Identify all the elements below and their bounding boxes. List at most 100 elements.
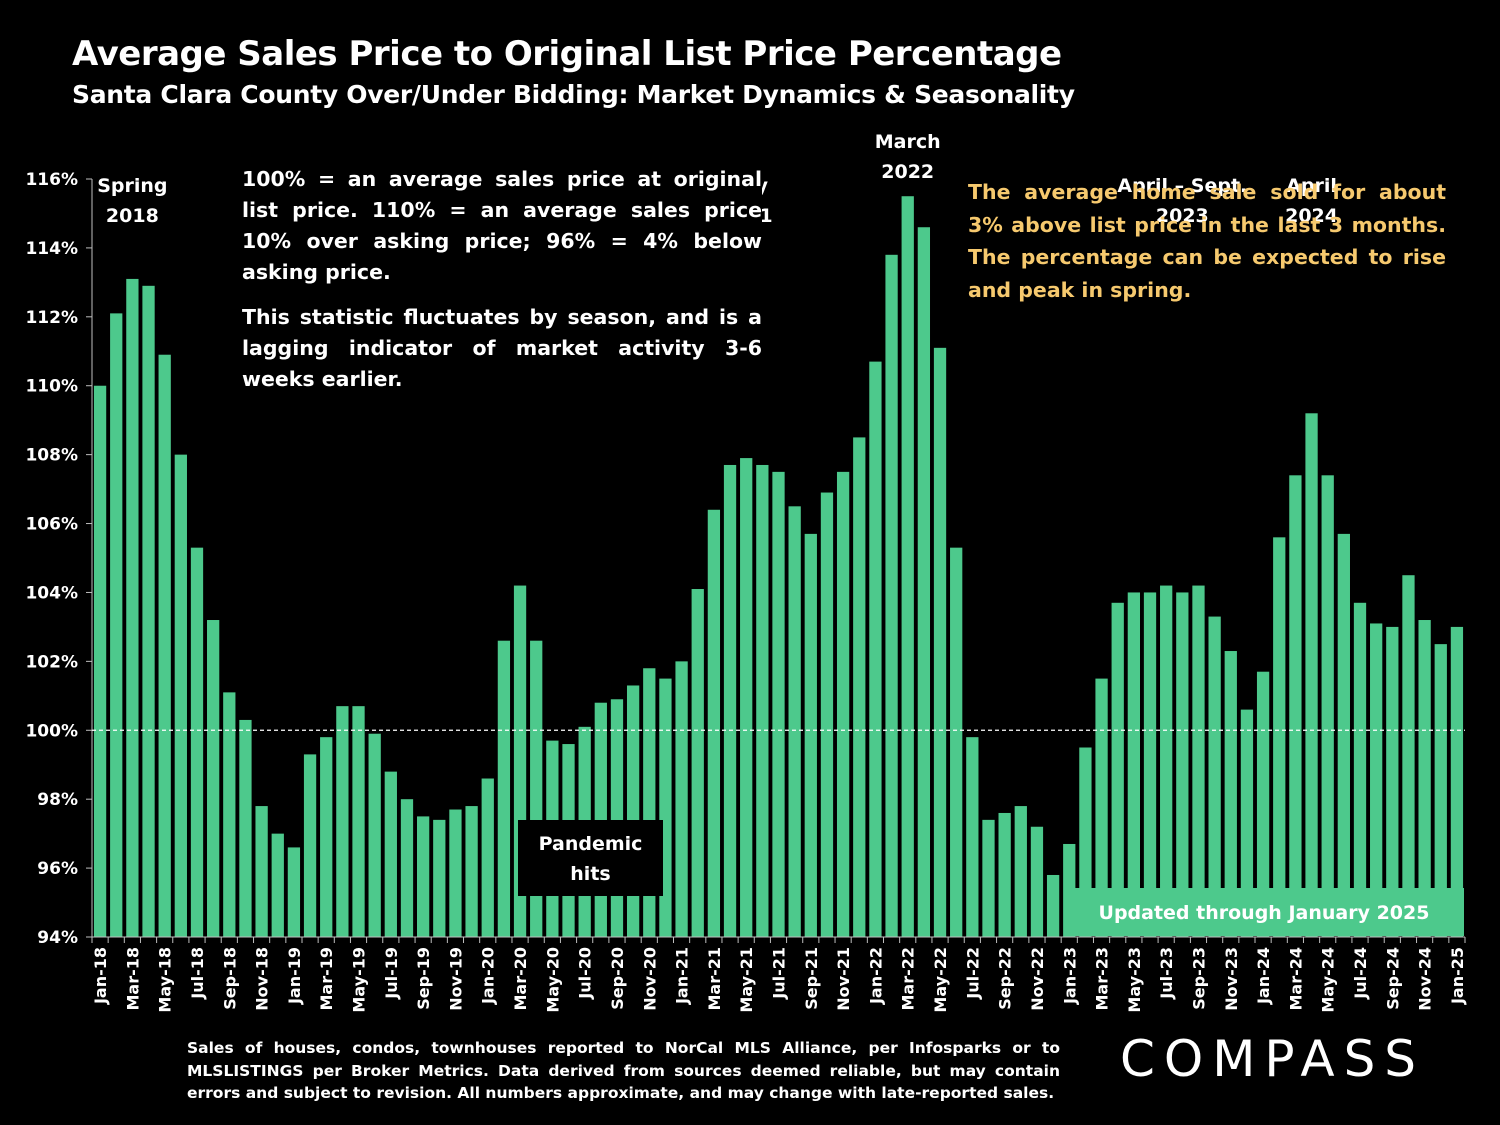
bar bbox=[239, 719, 252, 937]
x-tick-label: Nov-18 bbox=[253, 947, 272, 1011]
bar bbox=[1046, 874, 1060, 937]
bar bbox=[174, 454, 187, 937]
bar bbox=[1014, 806, 1027, 937]
x-tick-label: May-18 bbox=[156, 947, 175, 1013]
bar bbox=[1030, 826, 1044, 937]
peak-annotation: 2024 bbox=[1285, 205, 1338, 227]
bar bbox=[303, 754, 317, 937]
y-tick-label: 104% bbox=[25, 583, 78, 603]
x-tick-label: Jul-23 bbox=[1157, 947, 1176, 1000]
peak-annotation: 2018 bbox=[106, 205, 159, 227]
x-tick-label: Sep-23 bbox=[1189, 947, 1208, 1010]
bar bbox=[1240, 709, 1254, 937]
x-tick-label: Sep-19 bbox=[414, 947, 433, 1010]
x-tick-label: Sep-18 bbox=[220, 947, 239, 1010]
x-tick-label: May-24 bbox=[1319, 947, 1338, 1013]
x-tick-label: Jan-23 bbox=[1060, 947, 1079, 1005]
bar bbox=[998, 812, 1011, 937]
x-tick-label: Jan-20 bbox=[479, 947, 498, 1005]
bar bbox=[901, 196, 914, 937]
bar bbox=[384, 771, 397, 937]
bar bbox=[1111, 602, 1124, 937]
y-tick-label: 114% bbox=[25, 239, 78, 259]
bar bbox=[320, 737, 333, 937]
bar bbox=[1273, 537, 1286, 937]
bar bbox=[287, 847, 301, 937]
bar bbox=[869, 361, 882, 937]
x-tick-label: Sep-24 bbox=[1383, 947, 1402, 1010]
bar bbox=[740, 458, 753, 937]
highlight-note: The average home sale sold for about 3% … bbox=[968, 180, 1446, 302]
peak-annotation: April bbox=[1286, 175, 1337, 197]
pandemic-box bbox=[518, 820, 663, 896]
y-tick-label: 98% bbox=[37, 790, 78, 810]
x-tick-label: Nov-19 bbox=[446, 947, 465, 1011]
source-footnote: Sales of houses, condos, townhouses repo… bbox=[187, 1039, 1060, 1102]
bar bbox=[1450, 626, 1464, 937]
bar bbox=[1289, 475, 1302, 937]
x-tick-label: Jul-20 bbox=[576, 947, 595, 1000]
x-tick-label: Nov-22 bbox=[1028, 947, 1047, 1011]
bar bbox=[1176, 592, 1189, 937]
x-tick-label: Jan-24 bbox=[1254, 947, 1273, 1005]
pandemic-label: hits bbox=[570, 863, 610, 885]
x-tick-label: Jul-22 bbox=[963, 947, 982, 1000]
x-tick-label: May-23 bbox=[1125, 947, 1144, 1013]
bar bbox=[933, 347, 947, 937]
bar bbox=[643, 668, 656, 937]
lagging-indicator-text: This statistic fluctuates by season, and… bbox=[242, 305, 762, 391]
bar bbox=[788, 506, 801, 937]
bar bbox=[126, 278, 139, 937]
peak-annotation: April – Sept. bbox=[1117, 175, 1247, 197]
definition-note: 100% = an average sales price at origina… bbox=[240, 164, 762, 415]
bar bbox=[1224, 651, 1237, 937]
bar bbox=[1337, 533, 1350, 937]
bar bbox=[707, 509, 721, 937]
y-tick-label: 106% bbox=[25, 515, 78, 535]
bar bbox=[723, 464, 737, 937]
y-tick-label: 96% bbox=[37, 859, 78, 879]
bar bbox=[1418, 620, 1431, 937]
compass-logo: COMPASS bbox=[1120, 1030, 1426, 1088]
y-tick-label: 100% bbox=[25, 721, 78, 741]
x-tick-label: Mar-22 bbox=[899, 947, 918, 1011]
bar bbox=[465, 806, 478, 937]
peak-annotation: 2022 bbox=[881, 161, 934, 183]
updated-label: Updated through January 2025 bbox=[1099, 902, 1430, 924]
x-tick-label: Mar-18 bbox=[123, 947, 142, 1011]
bar bbox=[950, 547, 963, 937]
bar bbox=[1353, 602, 1367, 937]
bar bbox=[675, 661, 688, 937]
bar bbox=[1127, 592, 1141, 937]
bar bbox=[190, 547, 204, 937]
x-tick-label: Mar-19 bbox=[317, 947, 336, 1011]
x-tick-label: Jul-19 bbox=[382, 947, 401, 1000]
bar bbox=[966, 737, 979, 937]
bar bbox=[207, 620, 220, 937]
bar bbox=[836, 471, 850, 937]
x-tick-label: Mar-20 bbox=[511, 947, 530, 1011]
x-tick-label: Sep-22 bbox=[996, 947, 1015, 1010]
bar bbox=[1386, 626, 1399, 937]
bar bbox=[1321, 475, 1334, 937]
bar bbox=[142, 285, 155, 937]
bar bbox=[820, 492, 834, 937]
x-tick-label: Mar-21 bbox=[705, 947, 724, 1011]
bar bbox=[804, 533, 817, 937]
bar bbox=[917, 227, 931, 938]
bar bbox=[1160, 585, 1173, 937]
bar bbox=[433, 819, 446, 937]
bar bbox=[1208, 616, 1221, 937]
x-tick-label: Sep-20 bbox=[608, 947, 627, 1010]
bar bbox=[626, 685, 640, 937]
x-tick-label: Nov-23 bbox=[1222, 947, 1241, 1011]
bar bbox=[885, 254, 898, 938]
x-tick-label: Mar-24 bbox=[1286, 947, 1305, 1011]
x-tick-label: Mar-23 bbox=[1093, 947, 1112, 1011]
bar bbox=[610, 699, 624, 937]
y-tick-label: 102% bbox=[25, 652, 78, 672]
bar bbox=[271, 833, 284, 937]
y-tick-label: 110% bbox=[25, 377, 78, 397]
x-tick-label: May-19 bbox=[350, 947, 369, 1013]
